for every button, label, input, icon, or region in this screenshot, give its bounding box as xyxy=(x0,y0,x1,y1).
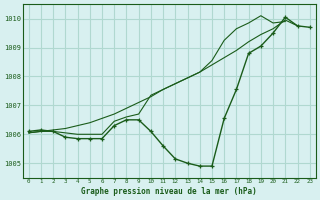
X-axis label: Graphe pression niveau de la mer (hPa): Graphe pression niveau de la mer (hPa) xyxy=(81,187,257,196)
